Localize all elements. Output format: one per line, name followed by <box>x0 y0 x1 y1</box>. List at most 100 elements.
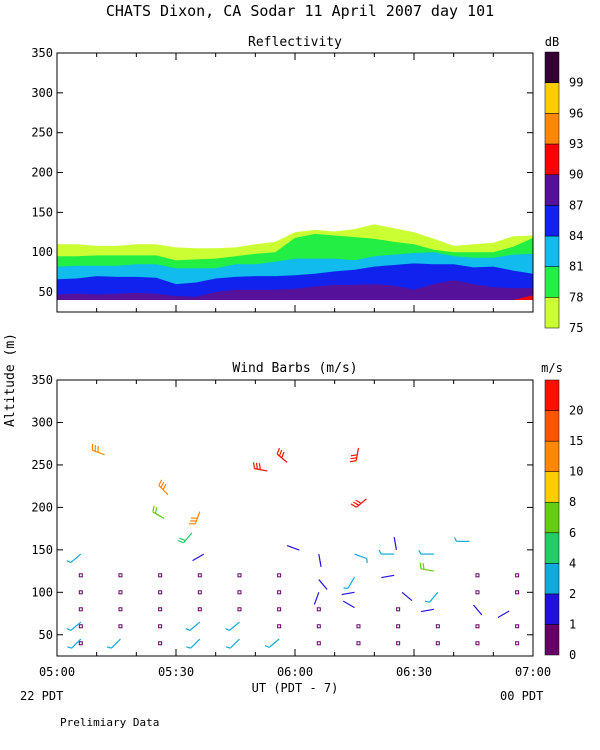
calm-wind-marker <box>78 573 83 578</box>
wind-barb-shaft <box>192 553 205 562</box>
calm-wind-marker <box>316 607 321 612</box>
wind-barb-feather <box>162 483 167 490</box>
reflectivity-colorbar-swatch <box>544 205 560 237</box>
calm-wind-marker <box>515 590 520 595</box>
wind-colorbar-label: 15 <box>569 434 583 448</box>
wind-colorbar-swatch <box>544 624 560 656</box>
calm-wind-marker <box>277 624 282 629</box>
wind-ytick-label: 250 <box>31 458 53 472</box>
reflectivity-colorbar-swatch <box>544 51 560 83</box>
wind-ytick-label: 300 <box>31 415 53 429</box>
wind-barb-shaft <box>286 545 300 551</box>
wind-barb-shaft <box>342 600 355 609</box>
calm-wind-marker <box>237 573 242 578</box>
wind-barb-feather <box>378 549 382 555</box>
wind-barb-shaft <box>318 579 328 590</box>
wind-barb-feather <box>424 600 430 603</box>
wind-plot-frame <box>56 379 534 657</box>
wind-barb <box>318 579 328 590</box>
wind-barb-feather <box>278 449 283 457</box>
wind-barb-shaft <box>473 604 483 616</box>
wind-barb-shaft <box>71 638 82 649</box>
wind-barb <box>381 574 395 579</box>
reflectivity-colorbar-label: 90 <box>569 168 583 182</box>
calm-wind-marker <box>515 624 520 629</box>
wind-barb-feather <box>258 463 261 470</box>
calm-wind-marker <box>475 590 480 595</box>
wind-barb-shaft <box>229 638 240 649</box>
wind-barb-feather <box>453 537 458 542</box>
wind-barb-shaft <box>428 591 439 603</box>
wind-ytick-label: 350 <box>31 373 53 387</box>
wind-barb <box>350 498 367 508</box>
wind-barb <box>378 549 395 555</box>
wind-barb <box>189 511 201 525</box>
wind-barb-feather <box>264 645 270 648</box>
calm-wind-marker <box>277 573 282 578</box>
reflectivity-ytick-label: 300 <box>31 86 53 100</box>
reflectivity-area-group <box>57 224 533 301</box>
preliminary-data-note: Prelimiary Data <box>60 716 159 729</box>
wind-colorbar-swatch <box>544 532 560 564</box>
reflectivity-colorbar-swatch <box>544 143 560 175</box>
wind-barb-feather <box>160 481 165 488</box>
wind-barb-shaft <box>313 592 320 605</box>
wind-xtick-label: 06:30 <box>396 665 432 679</box>
wind-barb <box>424 591 439 603</box>
wind-colorbar-label: 4 <box>569 556 576 570</box>
wind-barb-shaft <box>190 638 201 649</box>
calm-wind-marker <box>475 573 480 578</box>
calm-wind-marker <box>277 607 282 612</box>
calm-wind-marker <box>237 590 242 595</box>
wind-barb <box>264 638 280 648</box>
wind-barb-feather <box>418 549 422 555</box>
y-axis-label: Altitude (m) <box>3 333 18 427</box>
calm-wind-marker <box>197 590 202 595</box>
wind-barb-shaft <box>276 453 288 463</box>
wind-barb <box>473 604 483 616</box>
wind-barb <box>276 447 288 463</box>
wind-barb <box>401 591 413 602</box>
wind-barb-feather <box>185 628 191 631</box>
wind-barb-shaft <box>194 511 201 525</box>
wind-ytick-label: 50 <box>39 628 53 642</box>
wind-barbs-panel: Wind Barbs (m/s) 5010015020025030035005:… <box>31 361 583 679</box>
wind-barb <box>393 537 398 551</box>
wind-barb-shaft <box>420 608 434 613</box>
wind-barb-feather <box>106 646 112 649</box>
wind-colorbar-label: 10 <box>569 465 583 479</box>
right-time-note: 00 PDT <box>500 689 543 703</box>
calm-wind-marker <box>396 607 401 612</box>
wind-barb-shaft <box>92 449 105 456</box>
calm-wind-marker <box>158 573 163 578</box>
wind-barb-shaft <box>497 610 510 619</box>
wind-xtick-label: 06:00 <box>277 665 313 679</box>
reflectivity-colorbar-swatch <box>544 113 560 145</box>
wind-barb <box>66 553 82 563</box>
reflectivity-colorbar-label: 93 <box>569 137 583 151</box>
wind-barb <box>349 447 360 463</box>
calm-wind-marker <box>118 624 123 629</box>
wind-barb <box>66 621 82 631</box>
wind-barb-feather <box>252 462 256 469</box>
wind-barb-feather <box>349 460 357 463</box>
wind-barb-shaft <box>183 532 193 544</box>
wind-barb-feather <box>350 457 357 460</box>
calm-wind-marker <box>158 641 163 646</box>
wind-colorbar-label: 20 <box>569 404 583 418</box>
wind-barb-shaft <box>110 638 121 649</box>
reflectivity-colorbar-swatch <box>544 174 560 206</box>
wind-barb-feather <box>66 628 72 631</box>
wind-colorbar-label: 0 <box>569 648 576 662</box>
wind-barb-shaft <box>152 511 165 519</box>
reflectivity-colorbar-label: 99 <box>569 76 583 90</box>
wind-barb-feather <box>366 558 368 564</box>
reflectivity-colorbar-label: 87 <box>569 198 583 212</box>
wind-barb-feather <box>350 454 358 457</box>
wind-barb-feather <box>154 507 158 514</box>
wind-barb-shaft <box>70 553 82 563</box>
wind-barb <box>185 621 201 631</box>
reflectivity-ytick-label: 200 <box>31 166 53 180</box>
reflectivity-colorbar-label: 84 <box>569 229 583 243</box>
reflectivity-ytick-label: 50 <box>39 285 53 299</box>
